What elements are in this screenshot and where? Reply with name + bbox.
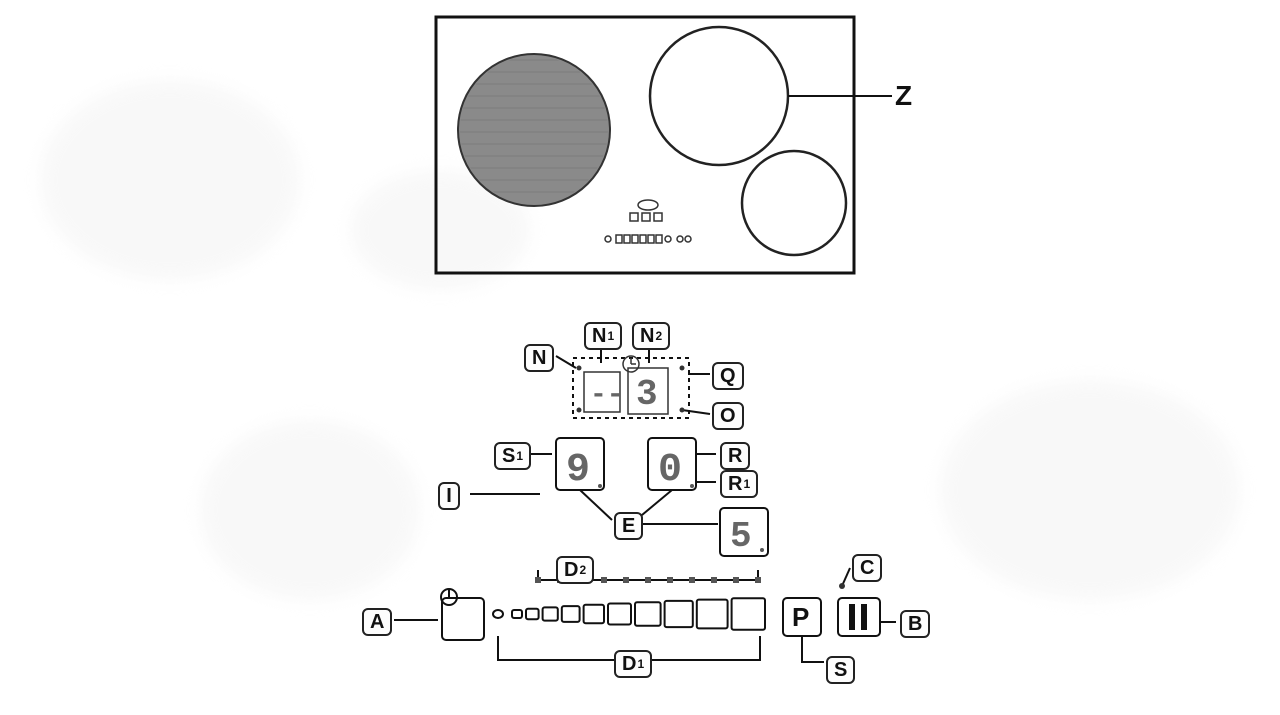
leader-line (682, 410, 710, 414)
timer-dot (680, 408, 685, 413)
c-indicator-dot (839, 583, 845, 589)
d2-tick (711, 577, 717, 583)
timer-dot (577, 366, 582, 371)
slider-segment[interactable] (608, 604, 631, 625)
callout-label-text: N (640, 326, 654, 346)
booster-button[interactable]: P (783, 598, 821, 636)
d2-tick (667, 577, 673, 583)
callout-label-q: Q (712, 362, 744, 390)
callout-label-text: D (564, 560, 578, 580)
burner-bottom-right (742, 151, 846, 255)
callout-label-text: O (720, 406, 736, 426)
d2-tick (689, 577, 695, 583)
slider-segment[interactable] (732, 598, 765, 629)
pause-button[interactable] (838, 598, 880, 636)
callout-label-sub: 2 (579, 564, 586, 576)
slider-start-dot[interactable] (493, 610, 503, 618)
pause-icon (849, 604, 855, 630)
slider-segment[interactable] (697, 600, 728, 629)
leader-line (802, 636, 824, 662)
display-dot (598, 484, 602, 488)
callout-label-z: Z (895, 80, 912, 112)
svg-text:0: 0 (658, 448, 682, 493)
callout-label-o: O (712, 402, 744, 430)
callout-label-r: R (720, 442, 750, 470)
hob-top-view (436, 17, 854, 273)
callout-label-n1: N1 (584, 322, 622, 350)
callout-label-text: R (728, 446, 742, 466)
callout-label-text: D (622, 654, 636, 674)
callout-label-d1: D1 (614, 650, 652, 678)
callout-label-sub: 1 (743, 478, 750, 490)
burner-left (458, 54, 610, 206)
slider-segment[interactable] (512, 610, 522, 618)
callout-label-text: B (908, 614, 922, 634)
level-slider[interactable] (493, 598, 765, 629)
callout-label-text: S (834, 660, 847, 680)
callout-label-sub: 2 (655, 330, 662, 342)
callout-label-text: N (592, 326, 606, 346)
svg-text:5: 5 (730, 516, 752, 557)
callout-label-i: I (438, 482, 460, 510)
timer-digit-right: 3 (628, 368, 668, 415)
callout-label-text: S (502, 446, 515, 466)
slider-segment[interactable] (526, 609, 539, 620)
zone-display-aux: 5 (720, 508, 768, 557)
zone-display-left: 9 (556, 438, 604, 493)
svg-text:9: 9 (566, 448, 590, 493)
zone-display-right: 0 (648, 438, 696, 493)
hob-mini-controls (605, 200, 691, 243)
callout-label-a: A (362, 608, 392, 636)
callout-label-c: C (852, 554, 882, 582)
leader-line (580, 490, 612, 520)
callout-label-e: E (614, 512, 643, 540)
display-dot (690, 484, 694, 488)
d2-tick (733, 577, 739, 583)
callout-label-text: I (446, 486, 452, 506)
power-button[interactable] (441, 589, 484, 640)
callout-label-sub: 1 (607, 330, 614, 342)
callout-label-n: N (524, 344, 554, 372)
slider-segment[interactable] (543, 607, 558, 620)
callout-label-text: R (728, 474, 742, 494)
d2-tick (755, 577, 761, 583)
d2-tick (645, 577, 651, 583)
callout-label-d2: D2 (556, 556, 594, 584)
timer-dot (577, 408, 582, 413)
callout-label-text: N (532, 348, 546, 368)
timer-digit-right-glyph: 3 (636, 374, 658, 415)
callout-label-s: S (826, 656, 855, 684)
diagram-canvas: -- 3 9 0 5 (0, 0, 1280, 715)
d2-tick (623, 577, 629, 583)
burner-top-right (650, 27, 788, 165)
callout-label-text: E (622, 516, 635, 536)
callout-label-sub: 1 (637, 658, 644, 670)
callout-label-sub: 1 (516, 450, 523, 462)
timer-dot (680, 366, 685, 371)
slider-segment[interactable] (562, 606, 580, 622)
callout-label-text: C (860, 558, 874, 578)
callout-label-text: Q (720, 366, 736, 386)
pause-icon (861, 604, 867, 630)
callout-label-r1: R1 (720, 470, 758, 498)
d2-tick (535, 577, 541, 583)
callout-label-s1: S1 (494, 442, 531, 470)
slider-segment[interactable] (635, 602, 661, 626)
d2-tick (601, 577, 607, 583)
slider-segment[interactable] (584, 605, 604, 623)
callout-label-b: B (900, 610, 930, 638)
slider-segment[interactable] (665, 601, 693, 627)
callout-label-n2: N2 (632, 322, 670, 350)
timer-digit-left-glyph: -- (590, 380, 624, 411)
display-dot (760, 548, 764, 552)
callout-label-text: A (370, 612, 384, 632)
booster-label: P (792, 602, 809, 632)
control-panel-detail: -- 3 9 0 5 (441, 356, 880, 640)
timer-digit-left: -- (584, 372, 624, 412)
